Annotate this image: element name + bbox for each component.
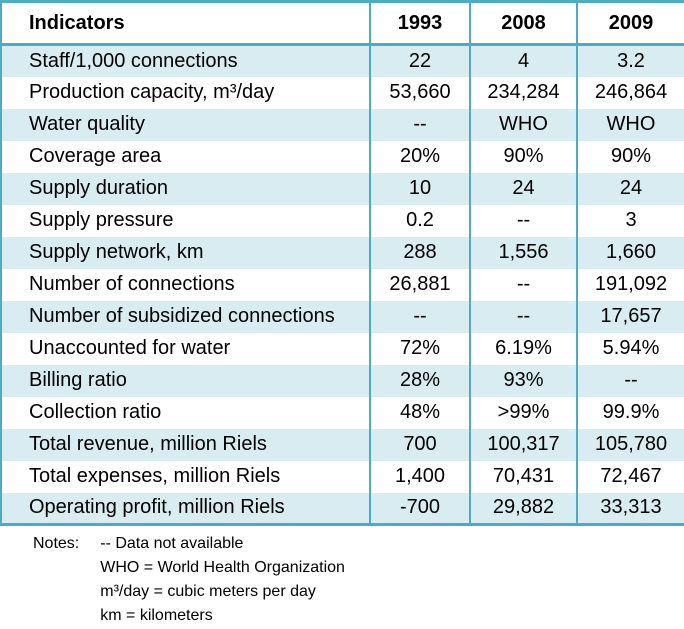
value-cell: 26,881: [369, 268, 471, 301]
value-cell: 53,660: [369, 76, 471, 109]
indicator-label: Supply pressure: [0, 204, 371, 237]
value-cell: 48%: [369, 396, 471, 429]
value-cell: 72%: [369, 332, 471, 365]
indicator-label: Total revenue, million Riels: [0, 428, 371, 461]
value-cell: -700: [369, 492, 471, 525]
notes-lines: -- Data not available WHO = World Health …: [100, 532, 345, 628]
indicator-label: Production capacity, m³/day: [0, 76, 371, 109]
value-cell: 24: [469, 172, 578, 205]
value-cell: 22: [369, 44, 471, 77]
indicator-label: Staff/1,000 connections: [0, 44, 371, 77]
header-row: Indicators 1993 2008 2009: [0, 1, 684, 46]
value-cell: 70,431: [469, 460, 578, 493]
indicators-table: Indicators 1993 2008 2009 Staff/1,000 co…: [0, 0, 684, 526]
header-year-1993: 1993: [369, 1, 471, 46]
indicator-label: Supply duration: [0, 172, 371, 205]
value-cell: 288: [369, 236, 471, 269]
value-cell: WHO: [576, 108, 684, 141]
value-cell: --: [369, 300, 471, 333]
value-cell: --: [369, 108, 471, 141]
table-row: Water quality -- WHO WHO: [0, 108, 684, 141]
value-cell: 33,313: [576, 492, 684, 525]
value-cell: --: [469, 300, 578, 333]
table-row: Coverage area 20% 90% 90%: [0, 140, 684, 173]
table-row: Collection ratio 48% >99% 99.9%: [0, 396, 684, 429]
indicator-label: Operating profit, million Riels: [0, 492, 371, 525]
value-cell: 191,092: [576, 268, 684, 301]
value-cell: 3: [576, 204, 684, 237]
indicator-label: Unaccounted for water: [0, 332, 371, 365]
table-row: Billing ratio 28% 93% --: [0, 364, 684, 397]
value-cell: 700: [369, 428, 471, 461]
note-line: -- Data not available: [100, 535, 244, 552]
note-line: m³/day = cubic meters per day: [100, 583, 316, 600]
value-cell: 90%: [469, 140, 578, 173]
value-cell: --: [469, 204, 578, 237]
table-body: Staff/1,000 connections 22 4 3.2 Production …: [0, 44, 684, 525]
value-cell: 1,556: [469, 236, 578, 269]
value-cell: --: [576, 364, 684, 397]
value-cell: --: [469, 268, 578, 301]
notes-block: Notes: -- Data not available WHO = World …: [0, 532, 684, 628]
table-row: Supply pressure 0.2 -- 3: [0, 204, 684, 237]
indicator-label: Number of connections: [0, 268, 371, 301]
value-cell: 4: [469, 44, 578, 77]
table-row: Production capacity, m³/day 53,660 234,284…: [0, 76, 684, 109]
value-cell: >99%: [469, 396, 578, 429]
header-year-2009: 2009: [576, 1, 684, 46]
indicator-label: Number of subsidized connections: [0, 300, 371, 333]
value-cell: 99.9%: [576, 396, 684, 429]
table-row: Operating profit, million Riels -700 29,88…: [0, 492, 684, 525]
table-row: Unaccounted for water 72% 6.19% 5.94%: [0, 332, 684, 365]
value-cell: 105,780: [576, 428, 684, 461]
note-line: WHO = World Health Organization: [100, 559, 345, 576]
table-row: Staff/1,000 connections 22 4 3.2: [0, 44, 684, 77]
value-cell: 100,317: [469, 428, 578, 461]
table-row: Supply network, km 288 1,556 1,660: [0, 236, 684, 269]
header-indicators: Indicators: [0, 1, 371, 46]
value-cell: 1,400: [369, 460, 471, 493]
value-cell: 28%: [369, 364, 471, 397]
indicator-label: Coverage area: [0, 140, 371, 173]
value-cell: 17,657: [576, 300, 684, 333]
value-cell: 72,467: [576, 460, 684, 493]
value-cell: WHO: [469, 108, 578, 141]
note-line: km = kilometers: [100, 607, 213, 624]
value-cell: 6.19%: [469, 332, 578, 365]
value-cell: 5.94%: [576, 332, 684, 365]
indicator-label: Collection ratio: [0, 396, 371, 429]
value-cell: 29,882: [469, 492, 578, 525]
indicator-label: Supply network, km: [0, 236, 371, 269]
value-cell: 90%: [576, 140, 684, 173]
value-cell: 10: [369, 172, 471, 205]
value-cell: 0.2: [369, 204, 471, 237]
indicator-label: Billing ratio: [0, 364, 371, 397]
table-row: Number of connections 26,881 -- 191,092: [0, 268, 684, 301]
value-cell: 3.2: [576, 44, 684, 77]
table-header: Indicators 1993 2008 2009: [0, 1, 684, 46]
table-row: Total expenses, million Riels 1,400 70,431…: [0, 460, 684, 493]
header-year-2008: 2008: [469, 1, 578, 46]
value-cell: 1,660: [576, 236, 684, 269]
indicator-label: Total expenses, million Riels: [0, 460, 371, 493]
value-cell: 93%: [469, 364, 578, 397]
table-row: Number of subsidized connections -- -- 17,6…: [0, 300, 684, 333]
table-row: Total revenue, million Riels 700 100,317 10…: [0, 428, 684, 461]
value-cell: 246,864: [576, 76, 684, 109]
value-cell: 24: [576, 172, 684, 205]
notes-label: Notes:: [33, 535, 80, 552]
value-cell: 20%: [369, 140, 471, 173]
value-cell: 234,284: [469, 76, 578, 109]
indicator-label: Water quality: [0, 108, 371, 141]
table-row: Supply duration 10 24 24: [0, 172, 684, 205]
